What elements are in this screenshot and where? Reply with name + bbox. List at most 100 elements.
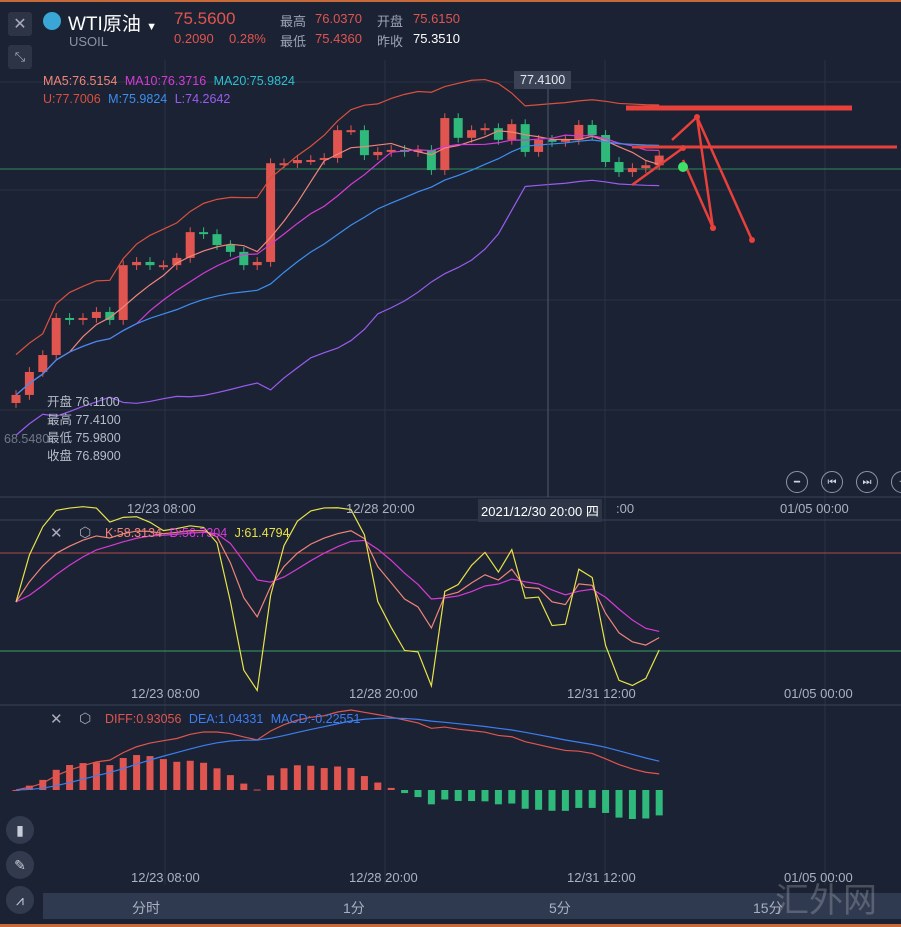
- kdj-close-button[interactable]: ✕: [50, 524, 63, 542]
- boll-upper: U:77.7006: [43, 92, 101, 106]
- macd-histogram-bar: [401, 790, 409, 794]
- d-line: [15, 531, 660, 633]
- price-change-pct: 0.28%: [229, 31, 266, 46]
- drawn-arrow: [631, 146, 684, 187]
- macd-histogram-bar: [52, 769, 60, 790]
- macd-histogram-bar: [454, 790, 462, 801]
- macd-histogram-bar: [642, 790, 650, 819]
- candle-body: [440, 118, 450, 171]
- low-value: 75.4360: [315, 31, 362, 46]
- candle-body: [252, 261, 262, 266]
- macd-close-button[interactable]: ✕: [50, 710, 63, 728]
- macd-histogram-bar: [387, 787, 395, 790]
- macd-histogram-bar: [226, 775, 234, 790]
- candle-body: [453, 118, 463, 138]
- candle-body: [118, 265, 128, 320]
- main-axis-label: 12/28 20:00: [346, 501, 415, 516]
- candle-body: [292, 159, 302, 164]
- macd-histogram-bar: [602, 790, 610, 813]
- kdj-legend: K:58.3134 D:56.7304 J:61.4794: [105, 526, 290, 540]
- jump-end-button[interactable]: ⏭: [856, 471, 878, 493]
- candle-body: [306, 159, 316, 162]
- gear-icon: ⬡: [79, 524, 92, 540]
- macd-histogram-bar: [200, 762, 208, 790]
- candle-body: [587, 124, 597, 136]
- macd-histogram-bar: [521, 790, 529, 809]
- candle-body: [279, 163, 289, 166]
- boll-legend: U:77.7006 M:75.9824 L:74.2642: [43, 92, 230, 106]
- macd-histogram-bar: [561, 790, 569, 811]
- close-icon: ✕: [13, 16, 27, 33]
- candle-body: [574, 124, 584, 140]
- tab-timeshare[interactable]: 分时: [132, 900, 160, 916]
- prev-close-value: 75.3510: [413, 31, 460, 46]
- symbol-name: WTI原油: [68, 14, 141, 35]
- high-label: 最高: [280, 14, 307, 29]
- macd-histogram-bar: [414, 790, 422, 798]
- open-label: 开盘: [377, 14, 404, 29]
- candle-body: [239, 251, 249, 266]
- crosshair-ohlc-tooltip: 开盘 76.1100 最高 77.4100 最低 75.9800 收盘 76.8…: [47, 393, 121, 465]
- arrow-head-icon: [710, 225, 716, 231]
- low-label: 最低: [280, 34, 307, 49]
- macd-legend: DIFF:0.93056 DEA:1.04331 MACD:-0.22551: [105, 712, 360, 726]
- candle-body: [199, 232, 209, 235]
- macd-histogram-bar: [39, 779, 47, 790]
- candle-body: [614, 162, 624, 173]
- tooltip-close: 收盘 76.8900: [47, 449, 121, 463]
- kdj-axis-label: 12/28 20:00: [349, 686, 418, 701]
- macd-histogram-bar: [615, 790, 623, 818]
- collapse-button[interactable]: ⤡: [8, 45, 32, 69]
- macd-histogram-bar: [12, 790, 20, 791]
- tab-1min[interactable]: 1分: [343, 900, 365, 916]
- kdj-settings-button[interactable]: ⬡: [79, 524, 91, 541]
- top-border: [0, 0, 901, 2]
- tab-5min[interactable]: 5分: [549, 900, 571, 916]
- macd-histogram-bar: [508, 790, 516, 804]
- macd-histogram-bar: [575, 790, 583, 808]
- zoom-out-button[interactable]: ━: [786, 471, 808, 493]
- symbol-logo-icon: [43, 12, 61, 30]
- candle-body: [91, 311, 101, 318]
- ma20-line: [15, 139, 660, 396]
- candle-body: [493, 128, 503, 140]
- tab-15min[interactable]: 15分: [753, 900, 783, 916]
- close-button[interactable]: ✕: [8, 12, 32, 36]
- dea-line: [15, 717, 660, 791]
- macd-settings-button[interactable]: ⬡: [79, 710, 91, 727]
- candle-body: [467, 130, 477, 138]
- candle-body: [158, 265, 168, 268]
- candle-body: [654, 155, 664, 166]
- dea-value: DEA:1.04331: [188, 712, 264, 726]
- macd-histogram-bar: [320, 768, 328, 790]
- candle-body: [65, 317, 75, 320]
- macd-histogram-bar: [548, 790, 556, 811]
- candle-body: [560, 139, 570, 142]
- draw-button[interactable]: ✎: [6, 851, 34, 879]
- macd-axis-label: 12/28 20:00: [349, 870, 418, 885]
- macd-histogram-bar: [535, 790, 543, 810]
- macd-histogram-bar: [66, 765, 74, 790]
- macd-histogram-bar: [655, 790, 663, 816]
- indicator-button[interactable]: ⩘: [6, 886, 34, 914]
- candle-body: [426, 149, 436, 171]
- ma5-line: [15, 130, 660, 396]
- candle-body: [78, 317, 88, 320]
- ma10-line: [15, 134, 660, 396]
- candle-body: [547, 139, 557, 142]
- macd-histogram-bar: [106, 765, 114, 790]
- candle-body: [333, 130, 343, 158]
- symbol-selector[interactable]: WTI原油 ▼: [68, 9, 157, 36]
- j-line: [15, 506, 660, 693]
- kdj-axis-label: 01/05 00:00: [784, 686, 853, 701]
- macd-histogram-bar: [173, 761, 181, 790]
- main-axis-label: :00: [616, 501, 635, 516]
- macd-histogram-bar: [133, 755, 141, 790]
- bottom-border: [0, 924, 901, 927]
- jump-start-button[interactable]: ⏮: [821, 471, 843, 493]
- minus-icon: ━: [793, 476, 801, 488]
- candle-body: [105, 311, 115, 320]
- ma10-value: MA10:76.3716: [124, 74, 207, 88]
- candle-type-button[interactable]: ▮: [6, 816, 34, 844]
